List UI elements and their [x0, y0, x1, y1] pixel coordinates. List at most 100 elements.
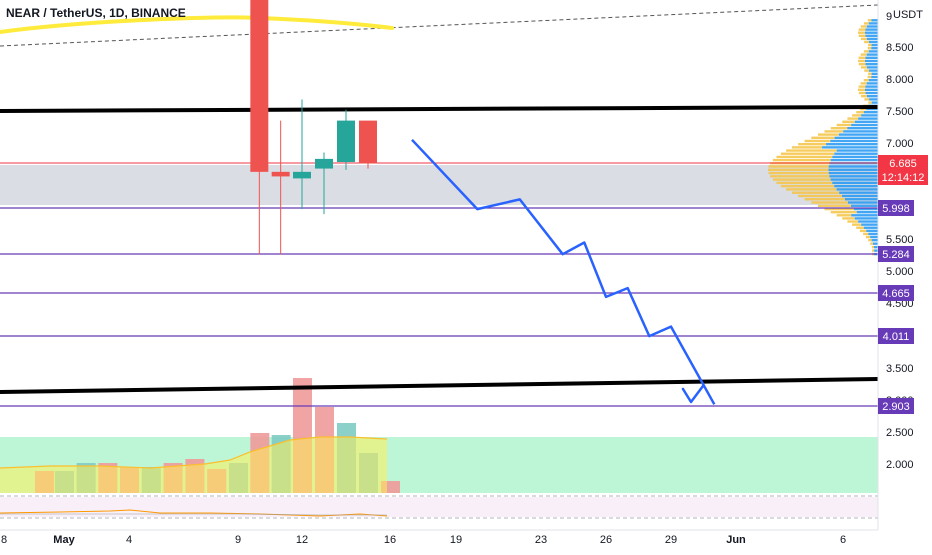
volume-profile-up-segment [832, 155, 878, 159]
volume-profile-up-segment [872, 242, 878, 245]
volume-profile-up-segment [871, 75, 878, 79]
volume-profile-up-segment [830, 139, 878, 143]
volume-profile-up-segment [868, 50, 878, 53]
volume-profile-down-segment [860, 66, 867, 69]
symbol-title[interactable]: NEAR / TetherUS, 1D, BINANCE [6, 6, 186, 20]
candle-body [271, 171, 290, 177]
price-projection-path [411, 138, 716, 405]
price-tick-label: 7.000 [886, 138, 914, 150]
level-price-badge [878, 285, 914, 301]
volume-profile-up-segment [828, 171, 878, 175]
volume-profile-down-segment [776, 181, 833, 185]
resistance-line [0, 105, 879, 113]
volume-profile-down-segment [858, 56, 866, 59]
volume-profile-down-segment [798, 194, 843, 198]
volume-profile-up-segment [865, 88, 878, 91]
volume-profile-down-segment [836, 214, 852, 217]
time-axis-ticks: 8 May 4 9 12 16 19 23 26 29 Jun 6 [1, 534, 846, 546]
bar-countdown-label: 12:14:12 [882, 172, 925, 184]
volume-profile-down-segment [860, 37, 867, 41]
volume-profile-down-segment [865, 235, 871, 239]
projection-arrowhead [681, 384, 705, 404]
volume-profile-down-segment [824, 207, 854, 211]
volume-profile-down-segment [863, 50, 869, 53]
volume-profile-up-segment [868, 232, 878, 236]
volume-profile-up-segment [870, 235, 878, 239]
volume-profile-down-segment [860, 82, 867, 85]
indicator-pane-band [0, 497, 878, 517]
volume-profile-up-segment [865, 59, 878, 63]
volume-profile-up-segment [871, 72, 878, 75]
time-tick-label: 29 [665, 534, 677, 546]
volume-profile-down-segment [811, 136, 835, 139]
volume-profile-up-segment [871, 101, 878, 104]
time-tick-label: 6 [840, 534, 846, 546]
price-tick-label: 5.000 [886, 266, 914, 278]
volume-profile-up-segment [871, 47, 878, 50]
volume-profile-down-segment [847, 117, 859, 120]
volume-profile-up-segment [865, 56, 878, 59]
price-tick-label: 2.000 [886, 459, 914, 471]
volume-profile-up-segment [858, 220, 878, 223]
volume-profile-up-segment [871, 19, 878, 22]
price-tick-label: 8.000 [886, 74, 914, 86]
volume-profile-up-segment [830, 178, 878, 181]
volume-profile-down-segment [868, 43, 872, 47]
volume-profile-up-segment [842, 194, 878, 198]
volume-profile-down-segment [772, 178, 831, 181]
volume-profile-down-segment [858, 59, 866, 63]
volume-profile-up-segment [834, 184, 878, 188]
volume-profile-down-segment [863, 232, 869, 236]
volume-profile-down-segment [852, 223, 862, 226]
volume-profile-down-segment [780, 184, 835, 188]
price-tick-label: 8.500 [886, 42, 914, 54]
time-tick-label: 16 [384, 534, 396, 546]
volume-profile-up-segment [853, 207, 878, 211]
level-price-badge [878, 328, 914, 344]
volume-profile-up-segment [868, 40, 878, 44]
support-levels [0, 207, 878, 407]
candle-body [359, 120, 377, 164]
level-price-badge [878, 246, 914, 262]
volume-profile-down-segment [856, 226, 864, 229]
time-tick-label: Jun [726, 534, 746, 546]
volume-profile-up-segment [868, 79, 878, 82]
volume-profile-up-segment [843, 130, 878, 133]
volume-profile-up-segment [871, 43, 878, 47]
volume-profile-up-segment [873, 245, 878, 249]
volume-profile-up-segment [865, 34, 878, 37]
volume-profile-up-segment [834, 136, 878, 139]
volume-profile-down-segment [811, 201, 848, 204]
volume-profile-up-segment [871, 239, 878, 242]
volume-moving-average [0, 436, 388, 469]
volume-profile-up-segment [863, 111, 878, 114]
level-price-badge [878, 200, 914, 216]
volume-profile-up-segment [869, 98, 878, 101]
level-price-label: 4.665 [882, 288, 910, 300]
volume-profile-up-segment [865, 28, 878, 31]
price-tick-label: 5.500 [886, 234, 914, 246]
oscillator-line-secondary [0, 513, 387, 516]
volume-profile-up-segment [830, 158, 878, 162]
volume-profile-up-segment [826, 143, 878, 146]
time-tick-label: May [53, 534, 75, 546]
volume-profile-up-segment [866, 53, 878, 56]
currency-label[interactable]: USDT [893, 9, 923, 21]
volume-profile-down-segment [780, 152, 835, 155]
volume-profile-down-segment [860, 53, 867, 56]
volume-profile-down-segment [817, 204, 851, 207]
volume-profile-down-segment [858, 28, 866, 31]
volume-profile-down-segment [772, 158, 831, 162]
volume-profile-down-segment [858, 31, 866, 34]
volume-profile-down-segment [768, 165, 829, 168]
time-tick-label: 12 [296, 534, 308, 546]
volume-profile-down-segment [867, 47, 872, 50]
volume-profile-up-segment [839, 191, 878, 194]
volume-profile-down-segment [863, 22, 869, 25]
volume-profile-down-segment [872, 249, 875, 252]
volume-profile-up-segment [866, 229, 878, 233]
volume-profile-down-segment [830, 210, 857, 214]
volume-profile-down-segment [858, 34, 866, 37]
candle-body [250, 0, 269, 172]
time-tick-label: 4 [126, 534, 132, 546]
